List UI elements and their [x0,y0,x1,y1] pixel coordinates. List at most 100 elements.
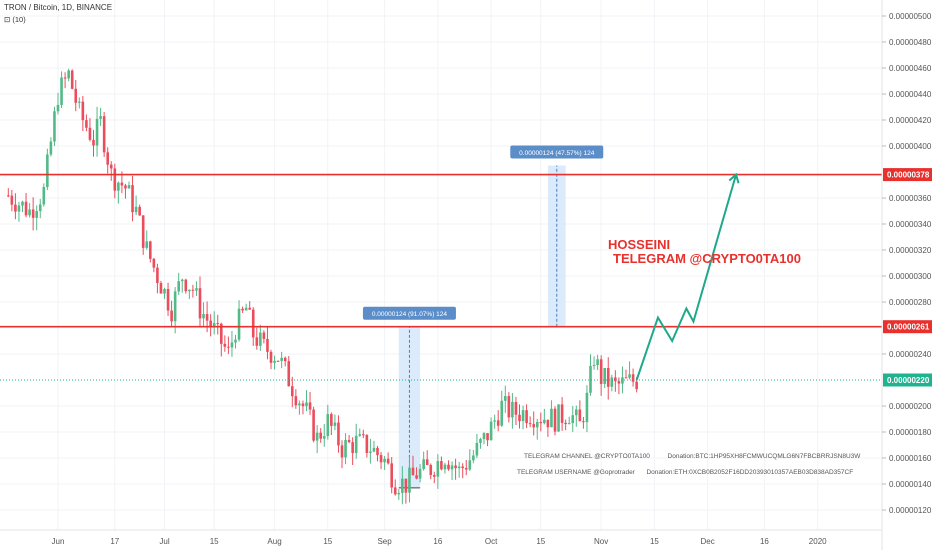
candle-body [205,314,209,321]
candle-body [493,420,496,422]
annotation-headline: HOSSEINI TELEGRAM @CRYPTO0TA100 [608,238,801,266]
candle-body [88,127,92,140]
candle-body [500,400,504,426]
candle-body [525,410,528,424]
x-tick-label: Sep [377,537,392,546]
candle-body [241,308,244,311]
candle-body [312,409,315,441]
candle-body [180,279,184,282]
candle-body [53,111,56,142]
candle-body [308,402,312,410]
candle-body [358,434,362,436]
candle-body [511,401,514,418]
candle-body [85,120,88,128]
candle-body [134,206,138,213]
candle-body [514,401,518,415]
symbol-title: TRON / Bitcoin, 1D, BINANCE [4,3,113,12]
candle-body [543,419,546,424]
candle-body [553,408,557,432]
candle-body [592,365,596,367]
candle-body [230,342,234,348]
candle-body [195,288,198,291]
candle-body [131,185,134,213]
measure-label: 0.00000124 (91.07%) 124 [372,311,448,318]
candle-body [92,139,95,146]
candle-body [489,421,493,441]
candle-body [447,464,450,470]
candle-body [582,421,585,423]
candle-body [28,209,31,216]
candle-body [74,88,78,103]
candle-body [322,436,326,439]
y-tick-label: 0.00000280 [889,298,932,307]
candle-body [17,205,21,212]
candle-body [599,359,603,384]
candle-body [585,392,589,423]
y-tick-label: 0.00000180 [889,428,932,437]
candle-body [475,442,479,456]
y-tick-label: 0.00000480 [889,38,932,47]
footer-line-2: TELEGRAM USERNAME @Goprotrader Donation:… [517,469,853,476]
candle-body [351,442,354,454]
candle-body [614,377,617,382]
time-axis[interactable]: Jun 17 Jul 15 Aug 15 Sep 16 Oct 15 Nov 15 Dec 16 2020 [0,529,882,546]
candle-body [56,104,60,112]
candle-body [464,468,468,470]
y-tick-label: 0.00000500 [889,12,932,21]
candle-body [454,465,457,469]
candle-body [188,289,191,292]
candle-body [344,439,347,458]
candle-body [606,367,610,387]
candle-body [31,209,35,218]
candle-body [433,475,436,477]
volume-indicator-label[interactable]: ⊡ (10) [4,15,26,24]
candle-body [14,204,17,212]
candle-body [337,422,340,446]
candle-body [234,339,237,343]
price-badge [883,320,932,334]
candle-body [418,468,422,479]
x-tick-label: Nov [594,537,608,546]
candle-body [401,478,404,493]
candle-body [109,164,113,169]
candle-body [223,343,227,347]
candle-body [589,365,592,393]
candle-body [486,433,489,441]
candle-body [152,258,156,268]
candle-body [518,414,521,422]
candle-body [156,267,159,284]
footer-eth-donation: Donation:ETH:0XCB0B2052F16DD20393010357A… [646,469,854,476]
candle-body [63,77,67,79]
candle-body [535,421,539,428]
y-tick-label: 0.00000160 [889,454,932,463]
candle-body [38,204,42,212]
candle-body [49,141,53,155]
candle-body [397,492,401,495]
candle-body [415,475,418,479]
candle-body [216,323,220,325]
candle-body [287,361,291,387]
candle-body [383,458,386,463]
headline-line-2: TELEGRAM @CRYPTO0TA100 [613,251,801,266]
price-axis[interactable]: 0.00000500 0.00000480 0.00000460 0.00000440… [882,12,932,515]
x-tick-label: 2020 [809,537,827,546]
candle-body [347,439,351,443]
y-tick-label: 0.00000440 [889,90,932,99]
candle-body [166,289,170,311]
candle-body [425,459,429,465]
candle-body [504,396,507,401]
candle-body [21,201,24,206]
y-tick-label: 0.00000400 [889,142,932,151]
x-tick-label: Dec [701,537,715,546]
candle-body [379,455,383,463]
price-badge [883,373,932,387]
candle-body [362,434,365,436]
candle-body [422,459,425,469]
x-tick-label: 16 [433,537,442,546]
x-tick-label: Oct [485,537,498,546]
candle-body [411,467,415,476]
candle-body [369,451,372,453]
candle-body [145,241,149,248]
candle-body [102,116,106,153]
